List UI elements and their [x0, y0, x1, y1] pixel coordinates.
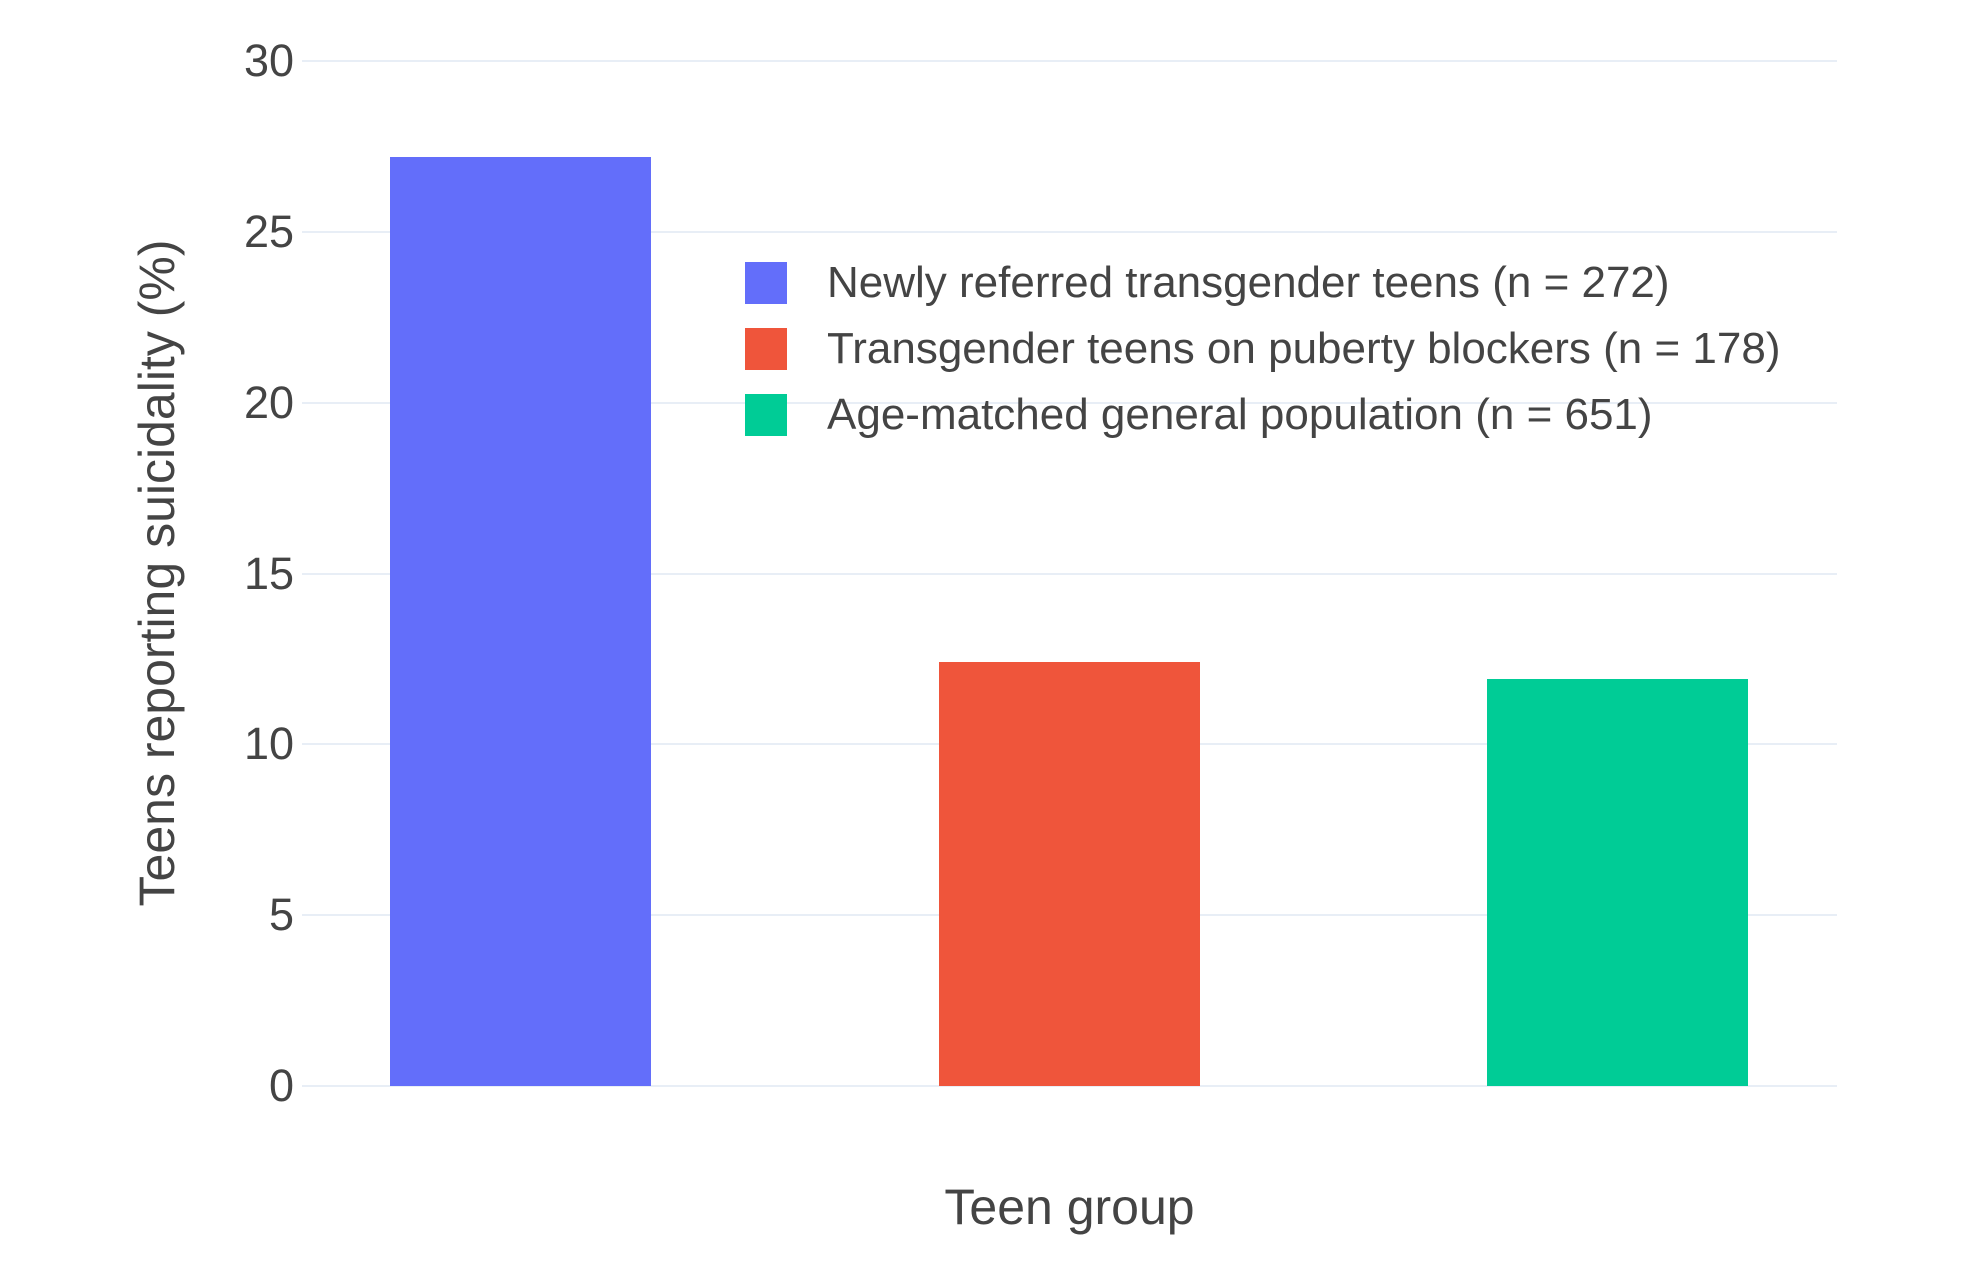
legend-label: Transgender teens on puberty blockers (n… [827, 324, 1781, 373]
y-tick-label-5: 5 [268, 889, 294, 941]
y-tick-label-30: 30 [243, 35, 294, 86]
plot-area [302, 60, 1837, 1087]
legend-item-2[interactable]: Age-matched general population (n = 651) [745, 390, 1780, 439]
gridline-y-25 [302, 230, 1837, 233]
legend-swatch-icon [745, 262, 787, 304]
legend: Newly referred transgender teens (n = 27… [745, 258, 1781, 460]
gridline-y-0 [302, 1085, 1837, 1087]
legend-swatch-icon [745, 394, 787, 436]
legend-swatch-icon [745, 328, 787, 370]
y-tick-label-25: 25 [243, 205, 294, 257]
bar-0[interactable] [390, 156, 652, 1086]
bar-1[interactable] [939, 662, 1200, 1086]
y-tick-label-15: 15 [243, 547, 294, 599]
bar-2[interactable] [1487, 679, 1748, 1086]
legend-label: Newly referred transgender teens (n = 27… [827, 258, 1670, 307]
gridline-y-15 [302, 572, 1837, 575]
y-axis-title: Teens reporting suicidality (%) [129, 239, 185, 907]
y-tick-label-0: 0 [268, 1060, 294, 1111]
gridline-y-20 [302, 401, 1837, 404]
legend-item-0[interactable]: Newly referred transgender teens (n = 27… [745, 258, 1780, 307]
legend-item-1[interactable]: Transgender teens on puberty blockers (n… [745, 324, 1781, 373]
legend-label: Age-matched general population (n = 651) [827, 390, 1653, 439]
gridline-y-30 [302, 60, 1837, 62]
y-axis-tick-labels: 0 5 10 15 20 25 30 [0, 0, 294, 1269]
y-tick-label-20: 20 [243, 376, 294, 428]
y-tick-label-10: 10 [243, 718, 294, 770]
x-axis-title: Teen group [944, 1179, 1195, 1235]
